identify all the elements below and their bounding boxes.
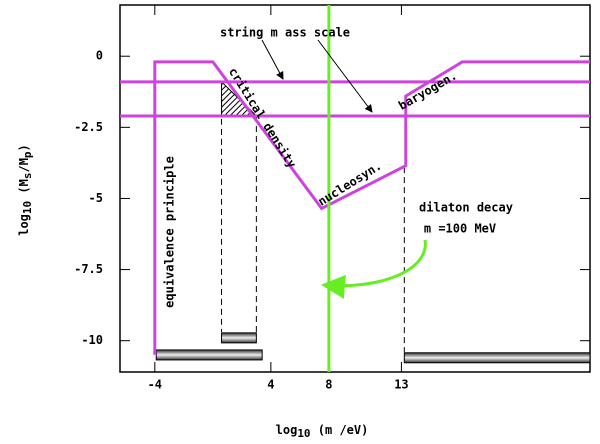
annotation: m =100 MeV — [424, 222, 496, 236]
x-tick-label: -4 — [148, 378, 162, 392]
y-axis-label-part: 10 — [21, 201, 34, 214]
arrow — [321, 239, 427, 299]
annotation: baryogen. — [396, 68, 459, 113]
y-axis-label-part: /M — [17, 158, 31, 172]
y-tick-label: 0 — [96, 49, 103, 63]
y-tick-label: -7.5 — [74, 262, 103, 276]
annotation: string m ass scale — [220, 26, 350, 40]
annotation: equivalence principle — [163, 156, 177, 308]
y-axis-label-part: log — [17, 214, 31, 236]
annotation: dilaton decay — [419, 201, 513, 215]
x-axis-label: log10 (m /eV) — [276, 423, 369, 441]
x-axis-label-part: log — [276, 423, 298, 437]
y-tick-label: -5 — [89, 191, 103, 205]
y-axis-label-part: ) — [17, 144, 31, 151]
arrow — [261, 39, 284, 80]
series-line — [153, 60, 590, 355]
y-tick-label: -2.5 — [74, 120, 103, 134]
y-axis-label: log10 (Ms/Mp) — [17, 144, 35, 236]
x-axis-label-part: (m /eV) — [311, 423, 369, 437]
x-axis-label-part: 10 — [297, 427, 310, 440]
x-tick-label: 13 — [394, 378, 408, 392]
y-tick-label: -10 — [81, 333, 103, 347]
y-axis-label-part: p — [21, 151, 34, 158]
bound-bar — [403, 352, 591, 364]
y-axis-label-part: (M — [17, 179, 31, 201]
x-tick-label: 4 — [267, 378, 274, 392]
x-tick-label: 8 — [325, 378, 332, 392]
arrow — [317, 39, 373, 113]
bound-bar — [221, 332, 257, 344]
plot-frame — [119, 4, 591, 373]
y-axis-label-part: s — [21, 173, 34, 180]
bound-bar — [155, 349, 263, 361]
